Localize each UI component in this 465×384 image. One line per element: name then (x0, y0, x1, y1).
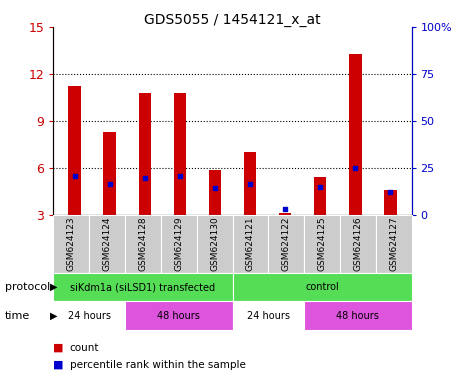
Point (176, 174, 184, 180)
Text: ■: ■ (53, 343, 64, 353)
Text: time: time (5, 311, 30, 321)
Bar (268, 215, 304, 273)
Text: GSM624121: GSM624121 (246, 217, 255, 271)
Bar (197, 215, 232, 273)
Bar (349, 53, 361, 215)
Bar (340, 215, 376, 273)
Bar (304, 215, 340, 273)
Point (71, 174, 78, 180)
Text: GSM624126: GSM624126 (353, 217, 362, 271)
Text: protocol: protocol (5, 282, 50, 292)
Point (141, 175, 148, 181)
Bar (232, 273, 412, 301)
Point (211, 185, 219, 191)
Bar (104, 132, 116, 215)
Bar (376, 215, 412, 273)
Point (281, 206, 289, 212)
Text: 48 hours: 48 hours (157, 311, 200, 321)
Bar (314, 177, 326, 215)
Text: ■: ■ (53, 360, 64, 370)
Text: GSM624123: GSM624123 (67, 217, 76, 271)
Bar (384, 190, 397, 215)
Text: GSM624127: GSM624127 (389, 217, 398, 271)
Bar (125, 215, 161, 273)
Bar (304, 301, 412, 330)
Text: ▶: ▶ (50, 311, 57, 321)
Text: GSM624124: GSM624124 (103, 217, 112, 271)
Text: control: control (305, 282, 339, 292)
Point (106, 181, 113, 187)
Text: GDS5055 / 1454121_x_at: GDS5055 / 1454121_x_at (144, 13, 321, 27)
Bar (68, 86, 81, 215)
Bar (125, 301, 232, 330)
Text: siKdm1a (siLSD1) transfected: siKdm1a (siLSD1) transfected (70, 282, 216, 292)
Bar (279, 214, 291, 215)
Text: GSM624128: GSM624128 (139, 217, 147, 271)
Bar (139, 93, 151, 215)
Bar (174, 93, 186, 215)
Bar (244, 152, 256, 215)
Text: count: count (70, 343, 99, 353)
Point (387, 189, 394, 195)
Bar (53, 301, 125, 330)
Text: 24 hours: 24 hours (68, 311, 111, 321)
Text: ▶: ▶ (50, 282, 57, 292)
Bar (89, 215, 125, 273)
Point (352, 165, 359, 171)
Text: GSM624122: GSM624122 (282, 217, 291, 271)
Text: GSM624130: GSM624130 (210, 217, 219, 271)
Bar (53, 215, 89, 273)
Text: GSM624125: GSM624125 (318, 217, 326, 271)
Bar (161, 215, 197, 273)
Point (317, 184, 324, 190)
Bar (232, 301, 304, 330)
Bar (209, 170, 221, 215)
Text: GSM624129: GSM624129 (174, 217, 183, 271)
Text: 24 hours: 24 hours (247, 311, 290, 321)
Text: percentile rank within the sample: percentile rank within the sample (70, 360, 246, 370)
Text: 48 hours: 48 hours (336, 311, 379, 321)
Bar (232, 215, 268, 273)
Point (246, 181, 254, 187)
Bar (53, 273, 232, 301)
